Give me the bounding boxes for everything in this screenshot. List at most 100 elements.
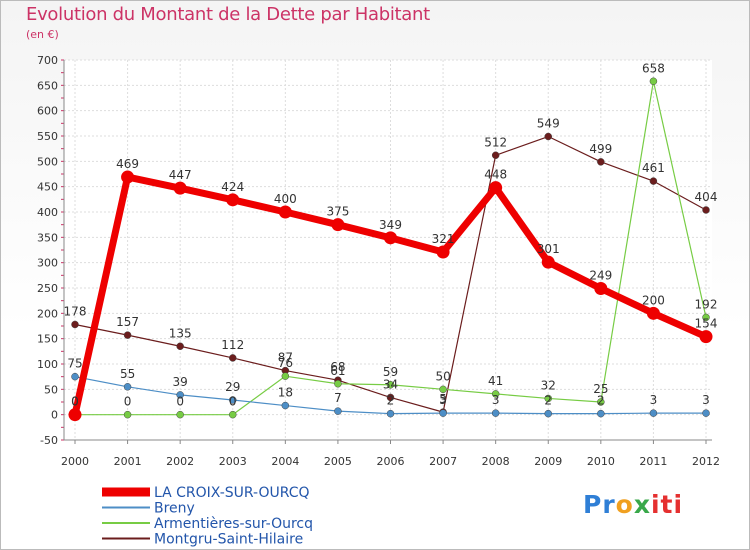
x-tick-label: 2010	[587, 455, 615, 468]
data-label: 375	[326, 205, 349, 219]
y-tick-label: -50	[40, 434, 58, 447]
data-point	[702, 313, 710, 322]
data-label: 2	[387, 394, 395, 408]
data-point	[68, 408, 82, 422]
data-label: 2	[544, 394, 552, 408]
data-label: 400	[274, 192, 297, 206]
data-label: 424	[221, 180, 244, 194]
x-tick-label: 2007	[429, 455, 457, 468]
data-point	[544, 132, 552, 141]
x-tick-label: 2003	[219, 455, 247, 468]
series-layer	[68, 77, 713, 422]
y-tick-label: 0	[51, 409, 58, 422]
data-point	[544, 409, 552, 418]
data-label: 3	[439, 393, 447, 407]
data-label: 154	[695, 317, 718, 331]
data-label: 658	[642, 61, 665, 75]
legend-label: Breny	[154, 501, 195, 517]
data-point	[229, 410, 237, 419]
data-label: 2	[597, 394, 605, 408]
data-label: 3	[492, 393, 500, 407]
data-label: 249	[589, 269, 612, 283]
data-point	[123, 331, 132, 339]
y-tick-label: 200	[37, 307, 58, 320]
data-point	[699, 330, 713, 344]
y-tick-label: 500	[37, 155, 58, 168]
data-point	[176, 410, 184, 419]
data-label: 404	[695, 190, 718, 204]
x-tick-label: 2000	[61, 455, 89, 468]
data-label: 41	[488, 374, 503, 388]
data-label: 178	[64, 304, 87, 318]
data-label: 29	[225, 380, 240, 394]
x-tick-label: 2008	[482, 455, 510, 468]
x-tick-label: 2001	[114, 455, 142, 468]
data-label: 0	[229, 395, 237, 409]
data-point	[649, 177, 658, 185]
chart-unit: (en €)	[26, 28, 59, 41]
data-point	[544, 394, 552, 403]
data-point	[176, 391, 184, 399]
y-tick-label: 100	[37, 358, 58, 371]
y-tick-label: 650	[37, 79, 58, 92]
data-label: 135	[169, 326, 192, 340]
data-point	[597, 398, 605, 406]
data-label: 0	[124, 395, 132, 409]
data-point	[173, 181, 187, 195]
data-point	[649, 409, 658, 417]
data-label: 61	[330, 364, 345, 378]
data-label: 68	[330, 360, 345, 374]
data-point	[594, 282, 608, 296]
data-point	[121, 170, 135, 184]
data-label: 25	[593, 382, 608, 396]
data-point	[384, 231, 397, 245]
data-point	[597, 158, 605, 166]
y-tick-label: 250	[37, 282, 58, 295]
data-label: 76	[278, 356, 293, 370]
series-0	[68, 170, 713, 422]
data-point	[123, 383, 132, 391]
data-point	[71, 372, 79, 381]
data-label: 3	[650, 393, 658, 407]
data-point	[646, 306, 660, 320]
data-point	[439, 409, 447, 417]
proxiti-logo: Proxiti	[583, 490, 684, 519]
data-point	[281, 372, 290, 380]
y-tick-label: 600	[37, 105, 58, 118]
data-label: 499	[589, 142, 612, 156]
data-point	[386, 393, 395, 402]
data-label: 157	[116, 315, 139, 329]
data-point	[702, 206, 710, 214]
y-tick-label: 300	[37, 257, 58, 270]
y-tick-label: 700	[37, 54, 58, 67]
data-label: 349	[379, 218, 402, 232]
data-label: 50	[435, 369, 450, 383]
y-tick-label: 550	[37, 130, 58, 143]
y-tick-label: 450	[37, 181, 58, 194]
y-tick-label: 150	[37, 333, 58, 346]
data-label: 112	[221, 338, 244, 352]
y-tick-label: 400	[37, 206, 58, 219]
data-point	[491, 390, 500, 398]
data-point	[597, 409, 605, 418]
data-label: 321	[432, 232, 455, 246]
data-point	[123, 410, 132, 419]
data-label: 55	[120, 367, 135, 381]
data-point	[226, 193, 240, 207]
data-point	[334, 407, 342, 415]
data-point	[281, 401, 290, 410]
data-point	[439, 385, 447, 394]
x-tick-label: 2005	[324, 455, 352, 468]
data-label: 18	[278, 386, 293, 400]
data-label: 34	[383, 377, 398, 391]
data-point	[386, 409, 395, 418]
x-tick-label: 2011	[639, 455, 667, 468]
series-1	[71, 372, 710, 418]
data-label: 192	[695, 297, 718, 311]
y-tick-label: 350	[37, 231, 58, 244]
legend: LA CROIX-SUR-OURCQBrenyArmentières-sur-O…	[102, 485, 313, 548]
data-point	[541, 255, 555, 269]
data-label: 448	[484, 168, 507, 182]
data-label: 3	[702, 393, 710, 407]
